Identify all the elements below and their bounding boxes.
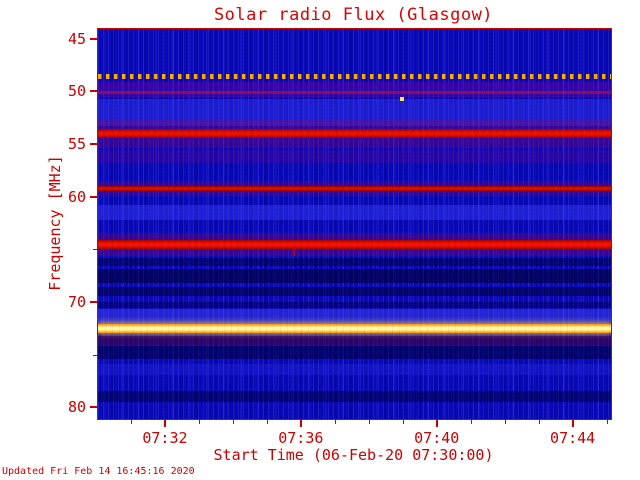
x-axis-label: Start Time (06-Feb-20 07:30:00) <box>213 446 494 464</box>
x-minor-tick-7 <box>334 420 336 424</box>
x-tick-label-07:44: 07:44 <box>550 429 596 447</box>
y-tick-label-70: 70 <box>67 293 86 312</box>
y-tick-60 <box>90 195 97 198</box>
x-minor-tick-9 <box>402 420 404 424</box>
yellow-point-burst <box>400 96 405 101</box>
band-71.3mhz <box>98 308 611 325</box>
band-51.9mhz <box>98 98 611 126</box>
band-72.45mhz <box>98 324 611 334</box>
x-minor-tick-4 <box>232 420 234 424</box>
band-53.95mhz <box>98 129 611 139</box>
update-timestamp: Updated Fri Feb 14 16:45:16 2020 <box>2 466 195 477</box>
band-78.85mhz <box>98 390 611 403</box>
x-minor-tick-8 <box>368 420 370 424</box>
band-59.15mhz <box>98 186 611 192</box>
x-minor-tick-3 <box>198 420 200 424</box>
x-tick-07:36 <box>299 420 302 427</box>
x-tick-07:44 <box>571 420 574 427</box>
y-tick-80 <box>90 406 97 409</box>
x-tick-label-07:40: 07:40 <box>414 429 460 447</box>
y-tick-70 <box>90 301 97 304</box>
band-56.1mhz <box>98 150 611 163</box>
band-67.45mhz <box>98 269 611 283</box>
x-minor-tick-11 <box>470 420 472 424</box>
y-tick-label-80: 80 <box>67 398 86 417</box>
y-tick-label-45: 45 <box>67 29 86 48</box>
x-minor-tick-1 <box>130 420 132 424</box>
spectrogram-image <box>98 29 611 419</box>
y-tick-45 <box>90 37 97 40</box>
red-vertical-streak <box>293 246 296 256</box>
plot-area <box>97 28 612 420</box>
y-tick-label-55: 55 <box>67 134 86 153</box>
y-minor-tick-65 <box>93 249 97 251</box>
x-tick-07:40 <box>435 420 438 427</box>
band-68.9mhz <box>98 286 611 297</box>
x-minor-tick-12 <box>504 420 506 424</box>
x-minor-tick-15 <box>606 420 608 424</box>
x-tick-label-07:36: 07:36 <box>278 429 324 447</box>
band-61.4mhz <box>98 205 611 220</box>
point-events-layer <box>98 29 611 419</box>
x-tick-label-07:32: 07:32 <box>142 429 188 447</box>
band-74.7mhz <box>98 346 611 359</box>
x-tick-07:32 <box>163 420 166 427</box>
y-minor-tick-75 <box>93 354 97 356</box>
x-minor-tick-13 <box>538 420 540 424</box>
y-tick-50 <box>90 90 97 93</box>
band-64.45mhz <box>98 240 611 249</box>
y-tick-55 <box>90 142 97 145</box>
y-tick-label-50: 50 <box>67 82 86 101</box>
band-73.55mhz <box>98 336 611 345</box>
noise-texture-overlay <box>98 29 611 419</box>
band-48.5mhz <box>98 74 611 79</box>
band-76.3mhz <box>98 364 611 375</box>
band-50.05mhz <box>98 91 611 95</box>
band-66.1mhz <box>98 258 611 266</box>
frequency-bands-layer <box>98 29 611 419</box>
y-tick-label-60: 60 <box>67 187 86 206</box>
x-minor-tick-5 <box>266 420 268 424</box>
chart-title: Solar radio Flux (Glasgow) <box>213 5 494 25</box>
band-70.2mhz <box>98 302 611 309</box>
